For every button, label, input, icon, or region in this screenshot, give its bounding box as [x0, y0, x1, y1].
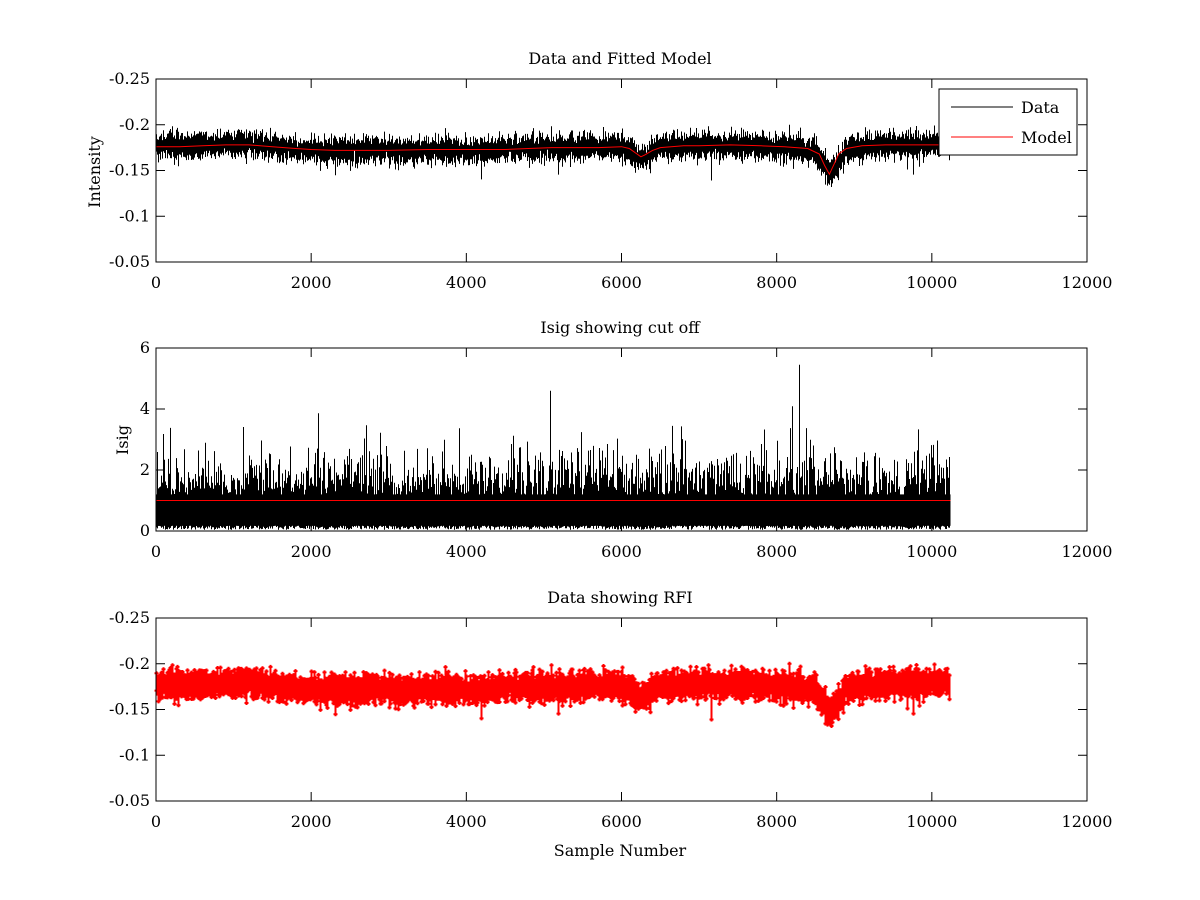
- y-tick-label: -0.15: [109, 700, 150, 719]
- x-tick-label: 6000: [601, 542, 642, 561]
- y-tick-label: 4: [140, 399, 150, 418]
- legend: Data Model: [938, 88, 1078, 156]
- model-series-line: [156, 144, 951, 176]
- x-tick-label: 4000: [446, 542, 487, 561]
- legend-box: [938, 88, 1078, 156]
- x-tick-label: 2000: [291, 542, 332, 561]
- x-tick-label: 2000: [291, 273, 332, 292]
- plot-title: Data showing RFI: [547, 588, 692, 607]
- x-tick-label: 10000: [906, 542, 957, 561]
- y-tick-label: 6: [140, 338, 150, 357]
- y-tick-label: 0: [140, 521, 150, 540]
- x-axis-label: Sample Number: [554, 841, 687, 860]
- y-axis-label: Isig: [113, 425, 132, 455]
- y-tick-label: -0.05: [109, 252, 150, 271]
- y-tick-label: -0.2: [119, 654, 150, 673]
- x-tick-label: 4000: [446, 273, 487, 292]
- tick-layer: 0 2000 4000 6000 8000 10000 12000 -0.05 -0.1 -0.1…: [109, 69, 1112, 292]
- x-tick-label: 6000: [601, 273, 642, 292]
- x-tick-label: 0: [151, 273, 161, 292]
- panel-isig-showing-cut-off: Isig showing cut off Isig 0 2000 4000 6000 8…: [113, 318, 1112, 561]
- x-tick-label: 12000: [1062, 542, 1113, 561]
- y-tick-label: -0.1: [119, 745, 150, 764]
- tick-layer: 0 2000 4000 6000 8000 10000 12000 -0.05 -0.1 -0.1…: [109, 608, 1112, 831]
- x-tick-label: 4000: [446, 812, 487, 831]
- x-tick-label: 8000: [756, 542, 797, 561]
- x-tick-label: 12000: [1062, 273, 1113, 292]
- tick-layer: 0 2000 4000 6000 8000 10000 12000 0 2 4 6: [140, 338, 1113, 561]
- x-tick-label: 8000: [756, 273, 797, 292]
- x-tick-label: 10000: [906, 812, 957, 831]
- y-tick-label: -0.25: [109, 69, 150, 88]
- x-tick-label: 8000: [756, 812, 797, 831]
- y-axis-label: Intensity: [85, 136, 104, 208]
- y-tick-label: -0.1: [119, 206, 150, 225]
- x-tick-label: 0: [151, 812, 161, 831]
- x-tick-label: 0: [151, 542, 161, 561]
- x-tick-label: 2000: [291, 812, 332, 831]
- isig-dense-band: [156, 494, 951, 526]
- series-layer: [156, 364, 951, 530]
- panel-data-and-fitted-model: Data and Fitted Model Intensity 0 2000 400…: [85, 49, 1112, 292]
- y-tick-label: -0.2: [119, 115, 150, 134]
- x-tick-label: 12000: [1062, 812, 1113, 831]
- x-tick-label: 6000: [601, 812, 642, 831]
- legend-data-label: Data: [1021, 98, 1060, 117]
- plot-title: Data and Fitted Model: [528, 49, 711, 68]
- x-tick-label: 10000: [906, 273, 957, 292]
- panel-data-showing-rfi: Data showing RFI 0 2000 4000 6000 8000 10000 1…: [109, 588, 1112, 860]
- y-tick-label: -0.25: [109, 608, 150, 627]
- y-tick-label: -0.15: [109, 161, 150, 180]
- y-tick-label: -0.05: [109, 791, 150, 810]
- y-tick-label: 2: [140, 460, 150, 479]
- legend-model-label: Model: [1021, 128, 1072, 147]
- plot-title: Isig showing cut off: [540, 318, 701, 337]
